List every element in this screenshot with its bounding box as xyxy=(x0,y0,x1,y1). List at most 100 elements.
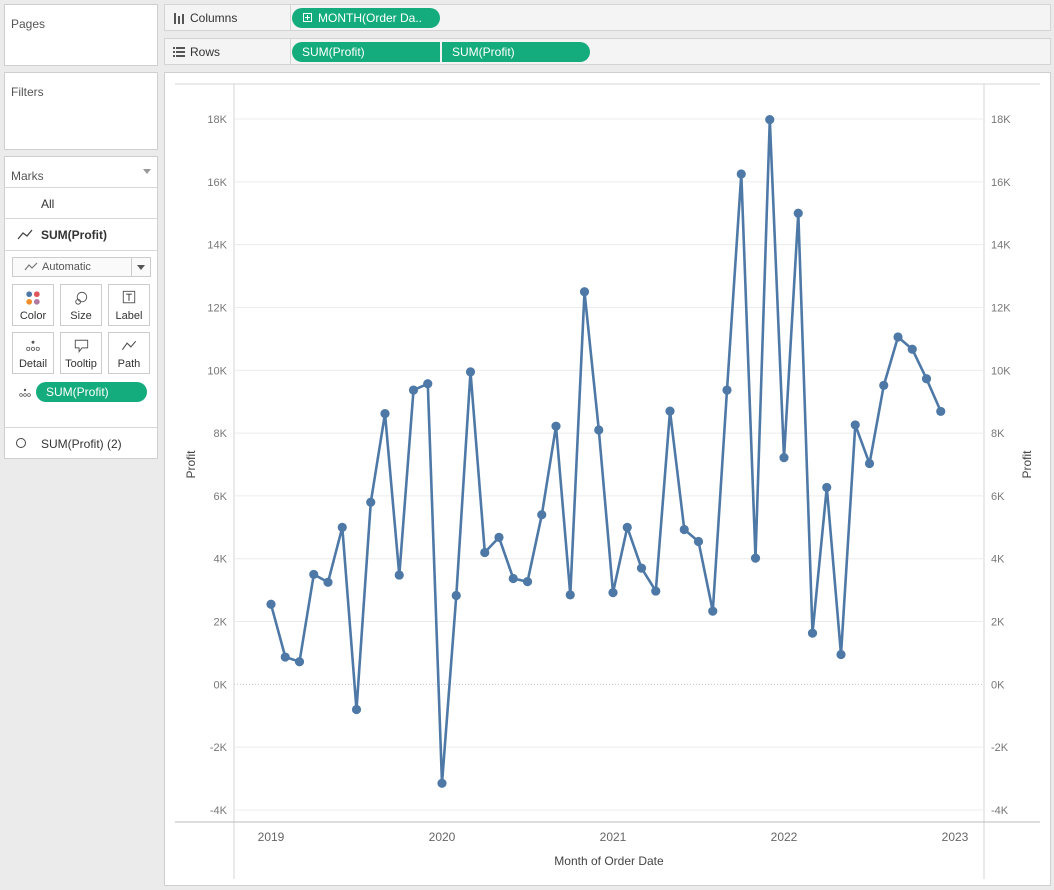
profit-line-chart[interactable]: 18K 18K 16K 16K 14K 14K 12K 12K 10K 10K 8K 8K 6K 6K 4K… xyxy=(165,73,1050,885)
data-point[interactable] xyxy=(351,704,362,715)
detail-button-label: Detail xyxy=(18,358,48,370)
data-point[interactable] xyxy=(579,287,590,297)
chevron-down-icon[interactable] xyxy=(131,258,150,276)
marks-tab-all[interactable]: All xyxy=(5,187,157,218)
data-point[interactable] xyxy=(722,385,732,395)
data-point[interactable] xyxy=(480,547,490,558)
x-tick-label: 2023 xyxy=(942,830,969,844)
data-point[interactable] xyxy=(508,573,518,584)
data-point[interactable] xyxy=(921,374,932,384)
detail-icon xyxy=(19,388,31,397)
data-point[interactable] xyxy=(565,590,575,600)
x-tick-label: 2021 xyxy=(600,830,627,844)
pages-card: Pages xyxy=(4,4,158,66)
data-point[interactable] xyxy=(294,657,305,667)
data-point[interactable] xyxy=(622,522,632,532)
size-button-label: Size xyxy=(70,310,92,322)
y-tick-label-right: 8K xyxy=(991,428,1005,440)
path-icon xyxy=(121,340,137,351)
data-point[interactable] xyxy=(451,590,461,601)
data-point[interactable] xyxy=(793,208,803,218)
data-point[interactable] xyxy=(736,169,746,179)
marks-card-header[interactable]: Marks xyxy=(5,157,157,187)
y-tick-label-right: 6K xyxy=(991,491,1005,503)
data-point[interactable] xyxy=(864,458,875,469)
rows-shelf-label: Rows xyxy=(190,45,221,59)
data-point[interactable] xyxy=(807,628,818,638)
chart-view[interactable]: 18K 18K 16K 16K 14K 14K 12K 12K 10K 10K 8K 8K 6K 6K 4K… xyxy=(164,72,1051,886)
sum-profit-row-pill-2[interactable]: SUM(Profit) xyxy=(442,42,590,62)
data-point[interactable] xyxy=(608,588,618,598)
data-point[interactable] xyxy=(337,522,347,532)
month-order-date-pill[interactable]: MONTH(Order Da.. xyxy=(292,8,440,28)
data-point[interactable] xyxy=(380,409,390,419)
data-point[interactable] xyxy=(850,420,860,430)
detail-button[interactable]: Detail xyxy=(12,332,54,374)
path-button[interactable]: Path xyxy=(108,332,150,374)
data-point[interactable] xyxy=(309,569,319,580)
marks-card-menu-icon[interactable] xyxy=(143,169,151,174)
data-point[interactable] xyxy=(366,497,376,507)
marks-field-pill[interactable]: SUM(Profit) xyxy=(36,382,147,402)
data-point[interactable] xyxy=(822,482,832,493)
marks-tab-all-label: All xyxy=(41,197,55,211)
tooltip-icon xyxy=(74,339,89,354)
label-button[interactable]: Label xyxy=(108,284,150,326)
data-point[interactable] xyxy=(750,553,761,563)
profit-series-line[interactable] xyxy=(269,118,942,785)
rows-icon xyxy=(173,47,185,57)
pages-card-title: Pages xyxy=(11,17,46,31)
data-point[interactable] xyxy=(537,510,547,520)
data-point[interactable] xyxy=(437,778,447,788)
data-point[interactable] xyxy=(636,563,647,573)
data-point[interactable] xyxy=(665,406,675,416)
mark-type-dropdown[interactable]: Automatic xyxy=(12,257,151,277)
line-mark-icon xyxy=(17,229,33,240)
y-tick-label-right: 10K xyxy=(991,365,1011,377)
color-button[interactable]: Color xyxy=(12,284,54,326)
y-tick-label-right: 0K xyxy=(991,679,1005,691)
detail-icon xyxy=(26,340,40,351)
data-point[interactable] xyxy=(651,586,661,596)
data-point[interactable] xyxy=(693,536,704,547)
data-point[interactable] xyxy=(465,367,476,377)
rows-shelf[interactable]: Rows SUM(Profit) SUM(Profit) xyxy=(164,38,1051,65)
expand-plus-icon[interactable] xyxy=(303,13,312,22)
data-point[interactable] xyxy=(551,421,561,431)
size-button[interactable]: Size xyxy=(60,284,102,326)
data-point[interactable] xyxy=(936,406,946,417)
y-tick-label-right: 14K xyxy=(991,240,1011,252)
data-point[interactable] xyxy=(266,599,276,609)
tooltip-button[interactable]: Tooltip xyxy=(60,332,102,374)
data-point[interactable] xyxy=(765,115,775,125)
x-tick-label: 2019 xyxy=(258,830,285,844)
y-tick-label-left: 6K xyxy=(214,491,228,503)
y-tick-label-left: 2K xyxy=(214,617,228,629)
marks-tab-sum-profit-2[interactable]: SUM(Profit) (2) xyxy=(5,427,157,459)
data-point[interactable] xyxy=(708,606,718,616)
data-point[interactable] xyxy=(423,379,433,389)
data-point[interactable] xyxy=(879,380,889,390)
data-point[interactable] xyxy=(893,332,903,342)
data-point[interactable] xyxy=(408,385,419,395)
data-point[interactable] xyxy=(494,532,504,542)
data-point[interactable] xyxy=(394,570,404,580)
color-icon xyxy=(26,291,40,305)
y-tick-label-right: 12K xyxy=(991,302,1011,314)
data-point[interactable] xyxy=(323,577,333,587)
data-point[interactable] xyxy=(679,524,689,535)
y-tick-label-right: -4K xyxy=(991,805,1009,817)
y-tick-label-left: -2K xyxy=(210,742,228,754)
filters-card[interactable]: Filters xyxy=(4,72,158,150)
data-point[interactable] xyxy=(779,452,789,463)
data-point[interactable] xyxy=(522,577,533,587)
columns-shelf[interactable]: Columns MONTH(Order Da.. xyxy=(164,4,1051,31)
marks-tab-sum-profit[interactable]: SUM(Profit) xyxy=(5,218,157,251)
data-point[interactable] xyxy=(836,649,846,660)
data-point[interactable] xyxy=(907,344,917,354)
y-tick-label-left: -4K xyxy=(210,805,228,817)
sum-profit-row-pill-1[interactable]: SUM(Profit) xyxy=(292,42,440,62)
data-point[interactable] xyxy=(594,425,604,435)
y-tick-label-left: 18K xyxy=(207,114,227,126)
data-point[interactable] xyxy=(280,652,290,662)
